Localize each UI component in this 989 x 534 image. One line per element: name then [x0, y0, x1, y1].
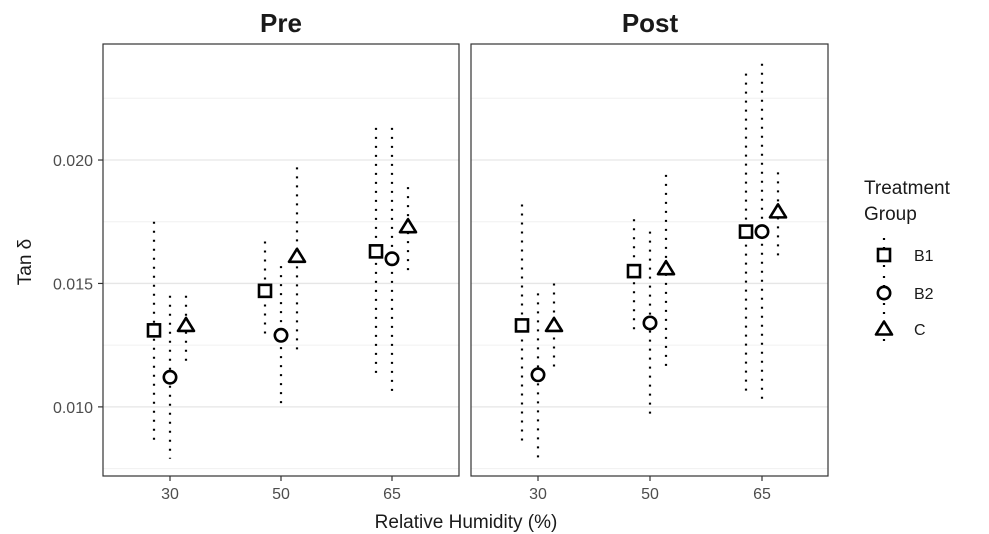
point-b1-post-65 [738, 224, 754, 239]
panel-pre [102, 43, 460, 477]
legend: Treatment Group B1 B2 C [864, 178, 951, 346]
legend-key-c [874, 320, 894, 336]
legend-label-b2: B2 [914, 286, 934, 303]
point-b2-post-50 [642, 315, 658, 331]
point-c-pre-65 [398, 217, 418, 234]
y-axis: 0.010 0.015 0.020 [53, 153, 103, 417]
point-c-post-65 [768, 203, 788, 219]
legend-key-b2 [876, 285, 892, 301]
point-b2-pre-50 [273, 327, 289, 343]
point-b2-post-65 [754, 224, 770, 240]
y-tick-label: 0.015 [53, 276, 93, 293]
panel-post [470, 43, 829, 477]
point-c-pre-30 [176, 316, 196, 333]
x-tick-label: 50 [641, 486, 659, 503]
point-b2-pre-65 [384, 251, 400, 267]
facet-title-pre: Pre [260, 8, 302, 38]
legend-label-b1: B1 [914, 248, 934, 265]
point-b1-post-50 [626, 263, 642, 279]
y-axis-title: Tan δ [15, 239, 36, 286]
point-c-post-50 [656, 259, 676, 276]
legend-key-b1 [876, 247, 892, 263]
x-tick-label: 30 [161, 486, 179, 503]
x-tick-label: 30 [529, 486, 547, 503]
panel-background [103, 44, 459, 476]
point-c-pre-50 [287, 247, 307, 264]
legend-title-line2: Group [864, 204, 917, 225]
y-tick-label: 0.020 [53, 153, 93, 170]
point-b1-post-30 [514, 318, 530, 333]
point-b1-pre-50 [257, 283, 273, 299]
facet-title-post: Post [622, 8, 679, 38]
x-tick-label: 65 [753, 486, 771, 503]
x-axis-title: Relative Humidity (%) [375, 512, 558, 533]
point-b2-post-30 [530, 367, 546, 383]
legend-title-line1: Treatment [864, 178, 951, 199]
y-tick-label: 0.010 [53, 400, 93, 417]
point-c-post-30 [544, 316, 564, 333]
point-b1-pre-65 [368, 244, 384, 259]
x-tick-label: 65 [383, 486, 401, 503]
x-axis: 30 50 65 30 50 65 [161, 476, 771, 503]
x-tick-label: 50 [272, 486, 290, 503]
point-b2-pre-30 [162, 369, 178, 385]
legend-label-c: C [914, 322, 926, 339]
point-b1-pre-30 [146, 323, 162, 338]
